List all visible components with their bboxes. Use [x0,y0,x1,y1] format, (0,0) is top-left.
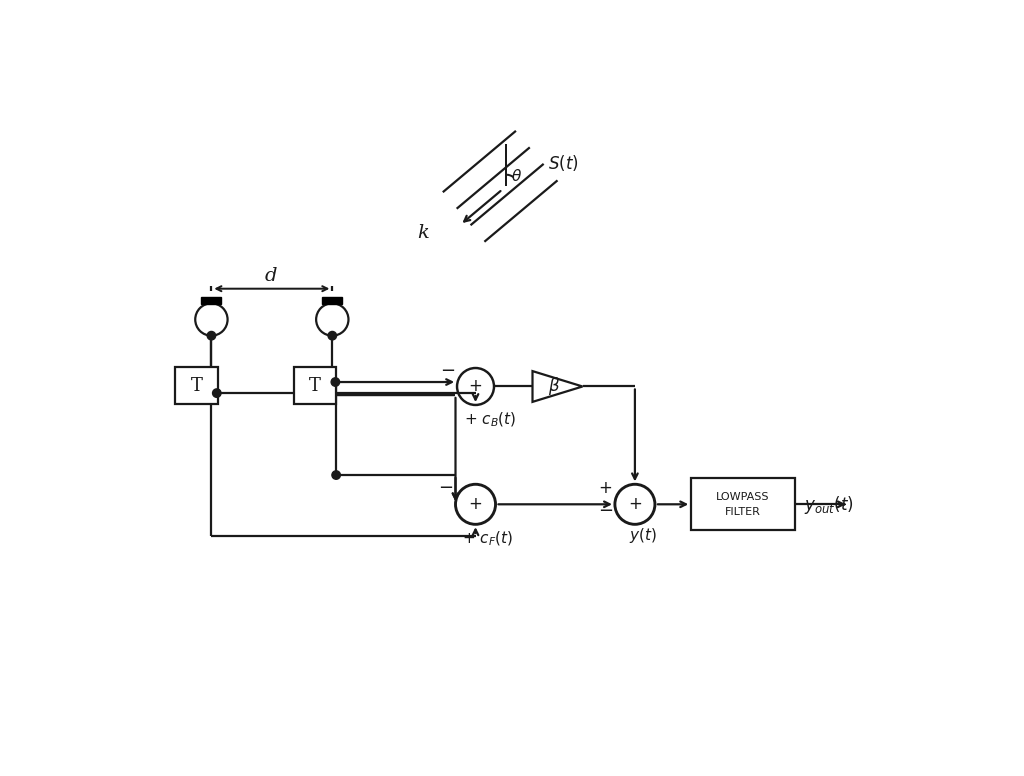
Text: −: − [438,480,454,497]
Text: k: k [417,224,429,242]
Text: FILTER: FILTER [725,507,761,517]
Bar [691,478,795,531]
Text: $\beta$: $\beta$ [549,376,560,397]
Text: +: + [469,495,482,513]
Bar [294,367,336,404]
Text: d: d [264,267,276,285]
Bar [323,297,342,304]
Circle shape [328,331,337,340]
Text: T: T [309,376,321,395]
Bar [202,297,221,304]
Circle shape [213,389,221,397]
Circle shape [331,378,340,386]
Text: $S(t)$: $S(t)$ [548,153,579,172]
Text: $\theta$: $\theta$ [511,168,522,184]
Text: $y(t)$: $y(t)$ [629,525,656,545]
Text: +: + [469,377,482,396]
Text: −: − [598,502,613,521]
Text: LOWPASS: LOWPASS [717,492,770,502]
Text: $+\ c_F(t)$: $+\ c_F(t)$ [462,530,513,549]
Polygon shape [532,371,583,402]
Text: +: + [628,495,642,513]
Text: T: T [190,376,203,395]
Text: −: − [440,362,456,380]
Circle shape [207,331,216,340]
Circle shape [332,471,340,480]
Bar [175,367,217,404]
Text: $+\ c_B(t)$: $+\ c_B(t)$ [464,411,516,429]
Text: $y_{out}(t)$: $y_{out}(t)$ [804,494,854,517]
Text: +: + [598,480,611,497]
